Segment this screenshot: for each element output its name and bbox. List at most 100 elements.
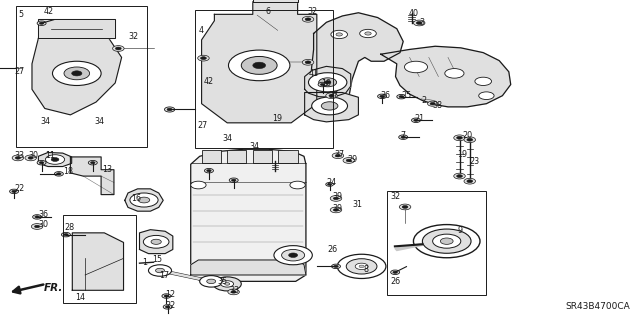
Circle shape — [115, 47, 121, 50]
Text: 18: 18 — [63, 167, 73, 176]
Text: 36: 36 — [38, 210, 49, 219]
Text: 41: 41 — [308, 69, 319, 78]
Circle shape — [331, 30, 348, 39]
Circle shape — [336, 33, 342, 36]
Text: 4: 4 — [198, 26, 204, 35]
Circle shape — [156, 268, 164, 273]
Text: 30: 30 — [38, 220, 49, 229]
Circle shape — [380, 95, 384, 98]
Polygon shape — [191, 260, 306, 275]
Text: 17: 17 — [159, 271, 169, 280]
Text: 29: 29 — [348, 155, 358, 164]
Circle shape — [162, 294, 171, 298]
Circle shape — [12, 190, 17, 192]
Polygon shape — [305, 66, 351, 97]
Circle shape — [355, 263, 368, 270]
Circle shape — [56, 173, 61, 175]
Circle shape — [40, 22, 44, 24]
Circle shape — [40, 161, 44, 164]
Circle shape — [88, 160, 97, 165]
Circle shape — [191, 181, 206, 189]
Circle shape — [433, 234, 461, 248]
Circle shape — [329, 94, 334, 97]
Text: 24: 24 — [326, 178, 337, 187]
Text: 42: 42 — [204, 77, 214, 86]
Circle shape — [241, 56, 277, 74]
Circle shape — [464, 137, 476, 143]
Text: 40: 40 — [408, 9, 419, 18]
Text: 30: 30 — [28, 151, 38, 160]
Text: 23: 23 — [470, 157, 480, 166]
Circle shape — [321, 84, 325, 86]
Polygon shape — [191, 149, 306, 281]
Polygon shape — [381, 46, 511, 107]
Circle shape — [305, 61, 311, 64]
Bar — [16, 6, 147, 147]
Text: 33: 33 — [14, 151, 24, 160]
Circle shape — [333, 209, 339, 211]
Text: 16: 16 — [131, 194, 141, 203]
Circle shape — [413, 20, 425, 26]
Circle shape — [232, 179, 236, 181]
Circle shape — [45, 155, 65, 164]
Circle shape — [302, 59, 314, 65]
Bar — [202, 150, 221, 163]
Text: 39: 39 — [333, 192, 343, 201]
Circle shape — [440, 238, 453, 244]
Text: 35: 35 — [218, 277, 228, 286]
Circle shape — [138, 197, 150, 203]
Circle shape — [346, 159, 351, 162]
Text: 34: 34 — [95, 117, 105, 126]
Circle shape — [229, 178, 238, 182]
Circle shape — [467, 180, 472, 182]
Text: 33: 33 — [229, 286, 239, 295]
Circle shape — [467, 138, 472, 141]
Circle shape — [464, 178, 476, 184]
Circle shape — [335, 154, 340, 157]
Text: 39: 39 — [333, 204, 343, 213]
Circle shape — [312, 97, 348, 115]
Text: 34: 34 — [40, 117, 51, 126]
Text: 32: 32 — [307, 7, 317, 16]
Circle shape — [37, 160, 46, 165]
Circle shape — [163, 305, 172, 309]
Circle shape — [12, 155, 24, 161]
Bar — [63, 215, 136, 303]
Polygon shape — [38, 19, 115, 38]
Circle shape — [282, 249, 305, 261]
Circle shape — [330, 207, 342, 213]
Circle shape — [205, 168, 214, 173]
Circle shape — [417, 21, 422, 24]
Circle shape — [319, 78, 337, 87]
Polygon shape — [72, 233, 124, 290]
Circle shape — [35, 225, 40, 228]
Circle shape — [454, 173, 465, 179]
Circle shape — [328, 104, 335, 107]
Polygon shape — [253, 0, 298, 2]
Circle shape — [148, 265, 172, 276]
Text: 7: 7 — [400, 131, 405, 140]
Text: 10: 10 — [321, 79, 332, 88]
Polygon shape — [125, 189, 163, 211]
Circle shape — [401, 136, 406, 138]
Circle shape — [378, 94, 387, 99]
Circle shape — [412, 118, 420, 122]
Circle shape — [393, 271, 397, 273]
Circle shape — [346, 259, 377, 274]
Circle shape — [231, 291, 236, 293]
Circle shape — [33, 215, 42, 219]
Circle shape — [165, 306, 170, 308]
Text: 20: 20 — [462, 131, 472, 140]
Circle shape — [414, 119, 419, 122]
Text: 5: 5 — [18, 10, 23, 19]
Circle shape — [302, 16, 314, 22]
Circle shape — [198, 55, 209, 61]
Text: 27: 27 — [197, 121, 207, 130]
Bar — [387, 191, 486, 295]
Text: 22: 22 — [165, 301, 175, 310]
Circle shape — [402, 205, 408, 208]
Text: 22: 22 — [14, 184, 24, 193]
Polygon shape — [310, 13, 403, 112]
Circle shape — [330, 196, 342, 201]
Text: FR.: FR. — [44, 283, 63, 293]
